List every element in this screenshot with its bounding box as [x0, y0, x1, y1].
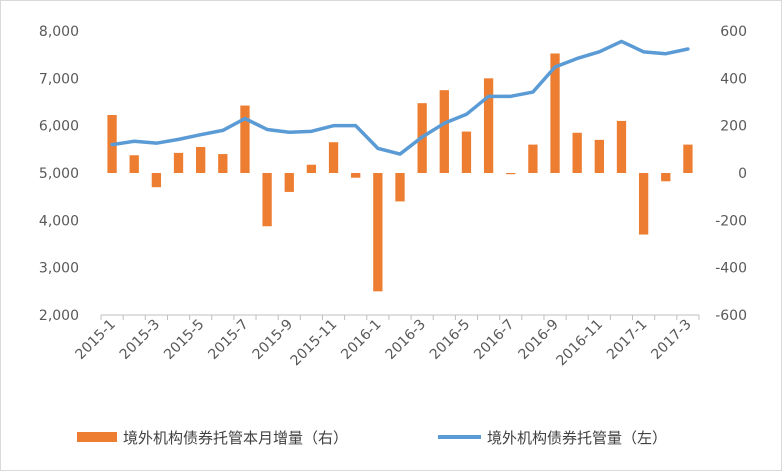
- right-axis: -600 -400 -200 0 200 400 600: [715, 24, 747, 324]
- x-axis-labels: 2015-12015-32015-52015-72015-92015-11201…: [73, 317, 695, 370]
- left-tick-label: 3,000: [39, 261, 79, 277]
- bar: [528, 144, 538, 173]
- legend-bar-swatch: [77, 432, 117, 442]
- bar: [218, 154, 228, 173]
- bar: [483, 78, 494, 173]
- left-tick-label: 2,000: [39, 308, 79, 324]
- left-axis: 2,000 3,000 4,000 5,000 6,000 7,000 8,000: [39, 24, 79, 324]
- right-tick-label: 400: [720, 71, 747, 87]
- bar: [351, 173, 361, 178]
- line-path: [110, 39, 690, 156]
- bar-series: [107, 53, 693, 292]
- x-tick-label: 2015-3: [117, 317, 163, 363]
- bar: [439, 90, 449, 173]
- bar: [638, 173, 649, 235]
- right-tick-label: -200: [715, 213, 747, 229]
- legend-line-label: 境外机构债券托管量（左）: [487, 429, 667, 447]
- x-axis-ticks: [100, 315, 700, 320]
- x-tick-label: 2015-1: [73, 317, 119, 363]
- bar: [616, 120, 627, 173]
- bar: [683, 144, 693, 173]
- left-tick-label: 5,000: [39, 166, 79, 182]
- bar: [151, 173, 162, 188]
- bar: [129, 155, 139, 173]
- bar: [306, 164, 317, 173]
- right-tick-label: -600: [715, 308, 747, 324]
- left-tick-label: 8,000: [39, 24, 79, 40]
- line-series: [110, 39, 690, 156]
- left-tick-label: 4,000: [39, 213, 79, 229]
- bar: [572, 132, 582, 173]
- bar: [284, 173, 294, 192]
- bar: [173, 152, 184, 173]
- bar: [262, 173, 272, 227]
- x-tick-label: 2016-1: [338, 317, 384, 363]
- bar: [373, 173, 383, 292]
- bar: [661, 173, 671, 182]
- x-tick-label: 2015-5: [161, 317, 207, 363]
- bar: [594, 139, 604, 173]
- bar: [395, 173, 405, 202]
- right-tick-label: 0: [738, 166, 747, 182]
- right-tick-label: 600: [720, 24, 747, 40]
- x-tick-label: 2016-7: [471, 317, 517, 363]
- x-tick-label: 2015-7: [205, 317, 251, 363]
- x-tick-label: 2016-5: [427, 317, 473, 363]
- left-tick-label: 6,000: [39, 119, 79, 135]
- bar: [506, 173, 516, 175]
- left-tick-label: 7,000: [39, 71, 79, 87]
- x-tick-label: 2016-11: [553, 317, 606, 370]
- legend: 境外机构债券托管本月增量（右） 境外机构债券托管量（左）: [77, 429, 667, 447]
- bar: [550, 53, 560, 173]
- x-tick-label: 2015-11: [288, 317, 341, 370]
- x-tick-label: 2017-1: [604, 317, 650, 363]
- x-tick-label: 2017-3: [648, 317, 694, 363]
- x-tick-label: 2016-3: [383, 317, 429, 363]
- legend-bar-label: 境外机构债券托管本月增量（右）: [123, 429, 348, 447]
- right-tick-label: 200: [720, 119, 747, 135]
- bar: [240, 105, 250, 173]
- right-tick-label: -400: [715, 261, 747, 277]
- bar: [461, 131, 472, 173]
- bar: [196, 146, 206, 173]
- bar: [328, 142, 339, 173]
